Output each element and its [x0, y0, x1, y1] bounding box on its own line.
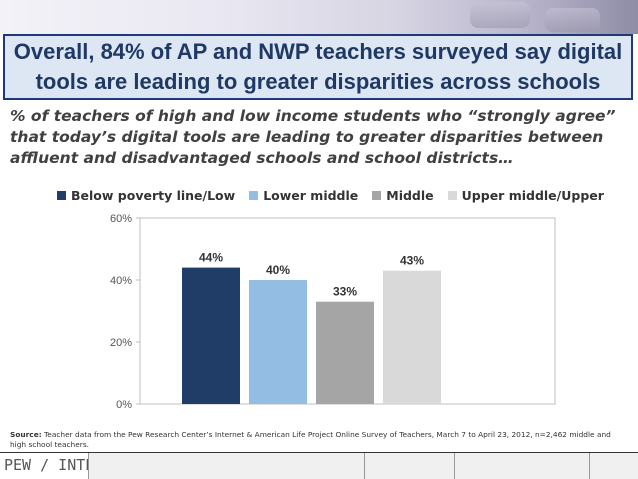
- bar: [249, 280, 307, 404]
- source-text: Teacher data from the Pew Research Cente…: [10, 430, 611, 449]
- y-tick-label: 40%: [110, 275, 132, 287]
- data-label: 44%: [199, 251, 223, 265]
- source-label: Source:: [10, 430, 42, 439]
- legend-swatch: [372, 190, 382, 200]
- footer-decoration: [88, 453, 638, 479]
- legend-swatch: [447, 190, 457, 200]
- y-tick-label: 20%: [110, 337, 132, 349]
- page-title: Overall, 84% of AP and NWP teachers surv…: [13, 39, 623, 94]
- bar-chart: 0% 20% 40% 60% 44% 40% 33% 43%: [110, 213, 556, 411]
- bar: [383, 270, 441, 404]
- legend-item: Below poverty line/Low: [57, 188, 235, 203]
- bar: [182, 267, 240, 404]
- footer-bar: PEW / INTERNET: [0, 452, 638, 479]
- y-tick-label: 60%: [110, 213, 132, 225]
- source-note: Source: Teacher data from the Pew Resear…: [10, 430, 620, 450]
- headline-box: Overall, 84% of AP and NWP teachers surv…: [3, 34, 633, 100]
- legend-label: Upper middle/Upper: [461, 187, 604, 203]
- data-label: 33%: [333, 285, 357, 299]
- legend-item: Lower middle: [249, 188, 358, 203]
- data-label: 43%: [400, 254, 424, 268]
- legend-label: Middle: [386, 187, 434, 203]
- chart-legend: Below poverty line/Low Lower middle Midd…: [57, 187, 618, 203]
- y-tick-label: 0%: [116, 399, 132, 411]
- keypad-key-decoration: [545, 8, 600, 32]
- legend-item: Upper middle/Upper: [447, 187, 604, 203]
- decorative-header-banner: [0, 0, 638, 34]
- legend-item: Middle: [372, 187, 434, 203]
- legend-swatch: [249, 190, 259, 200]
- legend-swatch: [57, 190, 66, 200]
- chart-subtitle: % of teachers of high and low income stu…: [10, 107, 616, 167]
- footer-cell-divider: [364, 453, 365, 479]
- keypad-key-decoration: [470, 2, 530, 28]
- footer-cell-divider: [589, 453, 590, 479]
- legend-label: Lower middle: [263, 187, 359, 203]
- data-label: 40%: [266, 263, 290, 277]
- bar: [316, 301, 374, 404]
- footer-cell-divider: [454, 453, 455, 479]
- legend-label: Below poverty line/Low: [71, 187, 236, 203]
